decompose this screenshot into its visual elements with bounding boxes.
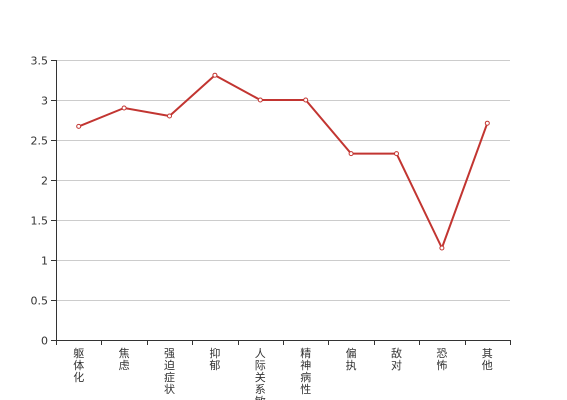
y-tick-label-3: 1.5 <box>31 215 49 228</box>
x-tick-label-3: 抑郁 <box>209 346 220 372</box>
data-point-0-7 <box>394 151 399 157</box>
data-point-0-8 <box>439 245 445 251</box>
series-line-0 <box>78 74 489 249</box>
axes <box>51 60 511 345</box>
x-tick-label-0: 躯体化 <box>73 347 84 384</box>
data-point-0-0 <box>76 123 82 129</box>
data-point-0-9 <box>484 120 490 126</box>
data-point-0-5 <box>303 97 309 103</box>
y-tick-label-1: 0.5 <box>31 295 49 308</box>
y-tick-label-5: 2.5 <box>31 135 49 148</box>
x-tick-label-4: 人际关系敏感 <box>255 347 266 400</box>
y-tick-label-0: 0 <box>41 335 48 348</box>
x-tick-label-8: 恐怖 <box>436 347 447 372</box>
x-tick-label-9: 其他 <box>482 347 493 372</box>
x-tick-label-2: 强迫症状 <box>164 347 175 396</box>
data-point-0-3 <box>212 72 218 78</box>
data-point-0-6 <box>348 151 354 157</box>
y-tick-label-6: 3 <box>41 95 48 108</box>
y-tick-label-7: 3.5 <box>31 55 49 68</box>
x-tick-labels: 躯体化 焦虑 强迫症状 抑郁 人际关系敏感 精神病性 偏执 敌对 恐怖 其他 <box>73 346 493 400</box>
x-tick-label-1: 焦虑 <box>119 347 130 372</box>
grid-lines <box>56 60 510 301</box>
data-point-0-2 <box>167 113 172 119</box>
y-tick-label-2: 1 <box>41 255 48 268</box>
series <box>76 72 490 251</box>
data-point-0-1 <box>121 105 127 111</box>
y-tick-labels: 0 0.5 1 1.5 2 2.5 3 3.5 <box>31 55 49 348</box>
x-tick-label-7: 敌对 <box>391 346 402 372</box>
y-tick-label-4: 2 <box>41 175 48 188</box>
data-point-0-4 <box>257 97 263 103</box>
x-tick-label-5: 精神病性 <box>300 347 311 396</box>
x-tick-label-6: 偏执 <box>346 346 357 372</box>
